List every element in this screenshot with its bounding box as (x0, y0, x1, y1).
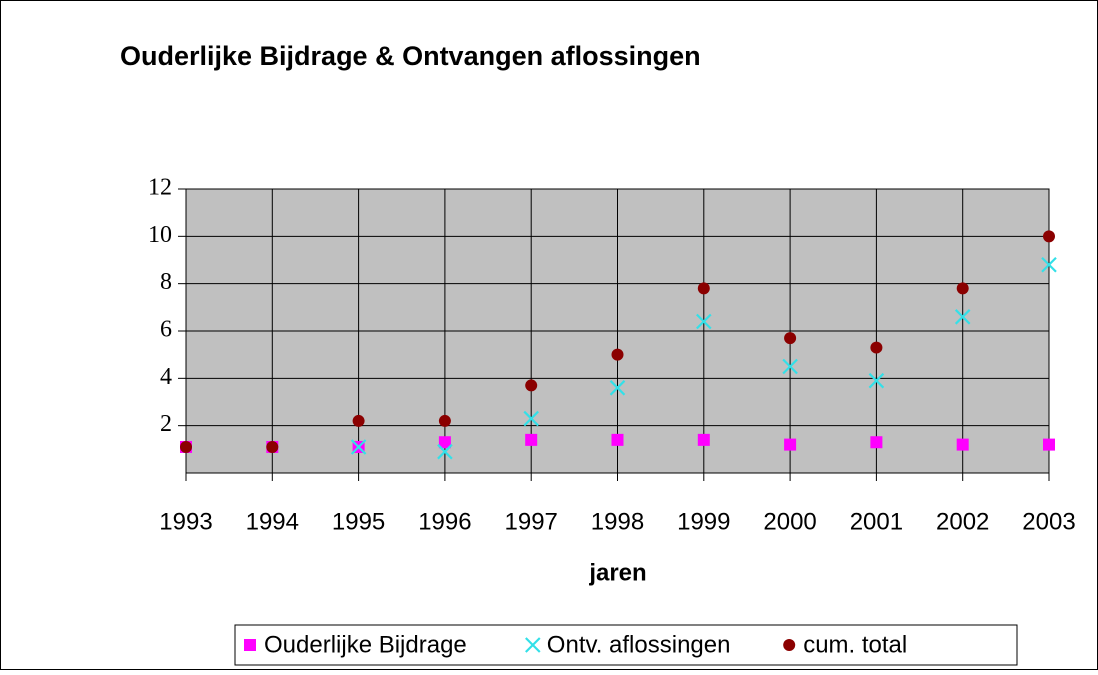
legend-label: cum. total (803, 631, 907, 658)
data-point (611, 433, 624, 446)
y-tick-label: 4 (160, 364, 172, 390)
x-tick-label: 2002 (936, 508, 989, 535)
data-point (870, 436, 883, 449)
data-point (438, 414, 451, 427)
data-point (266, 440, 279, 453)
y-tick-label: 6 (160, 317, 172, 343)
data-point (696, 313, 712, 330)
legend (234, 624, 1018, 666)
data-point (352, 414, 365, 427)
x-tick-label: 2000 (763, 508, 816, 535)
data-point (609, 380, 626, 396)
data-point (1043, 230, 1055, 243)
x-tick-label: 1997 (505, 508, 558, 535)
y-tick-label: 8 (160, 269, 172, 295)
x-tick-label: 1993 (159, 508, 212, 535)
data-point (956, 438, 969, 451)
data-point (784, 332, 797, 345)
data-point (784, 438, 797, 451)
x-tick-label: 1999 (677, 508, 730, 535)
data-point (438, 436, 451, 449)
legend-marker (783, 639, 796, 651)
legend-label: Ouderlijke Bijdrage (264, 631, 467, 658)
x-tick-label: 1996 (418, 508, 471, 535)
data-point (437, 443, 453, 460)
data-point (525, 379, 538, 392)
chart-title: Ouderlijke Bijdrage & Ontvangen aflossin… (120, 41, 701, 71)
data-point (523, 410, 539, 427)
x-tick-label: 1998 (591, 508, 644, 535)
x-tick-label: 1994 (246, 508, 299, 535)
data-point (180, 440, 192, 453)
x-axis-label: jaren (588, 559, 646, 586)
data-point (954, 309, 971, 325)
x-tick-label: 1995 (332, 508, 385, 535)
data-point (611, 348, 624, 361)
data-point (1041, 256, 1057, 273)
legend-marker (525, 637, 541, 653)
data-point (350, 439, 367, 455)
x-tick-label: 2003 (1022, 508, 1075, 535)
y-tick-label: 12 (148, 175, 172, 201)
legend-marker (244, 639, 256, 651)
y-tick-label: 10 (148, 222, 172, 248)
data-point (870, 341, 883, 354)
data-point (868, 372, 885, 389)
data-point (782, 358, 798, 375)
data-point (1043, 438, 1055, 451)
data-point (525, 433, 538, 446)
data-point (697, 282, 710, 295)
data-point (956, 282, 969, 295)
legend-label: Ontv. aflossingen (547, 631, 731, 658)
data-point (697, 433, 710, 446)
y-tick-label: 2 (160, 411, 172, 437)
x-tick-label: 2001 (850, 508, 903, 535)
